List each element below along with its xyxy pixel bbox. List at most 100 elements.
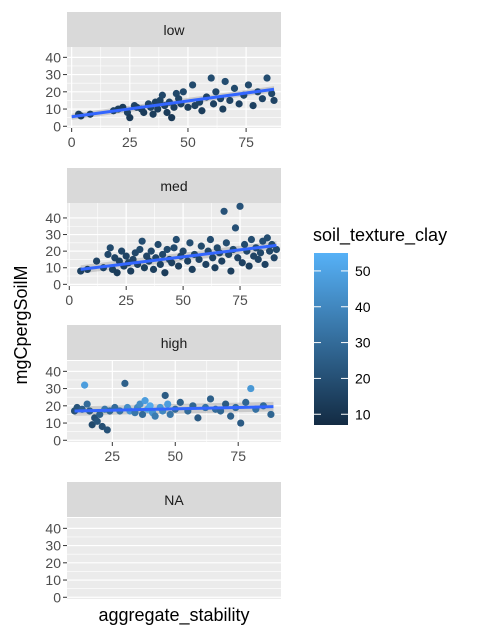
data-point — [184, 257, 192, 265]
data-point — [168, 114, 176, 122]
data-point — [244, 81, 253, 89]
data-point — [121, 379, 129, 388]
y-tick-label: 30 — [45, 227, 61, 243]
data-point — [270, 254, 278, 262]
x-tick-label: 25 — [105, 448, 121, 464]
data-point — [197, 242, 205, 250]
x-axis-label: aggregate_stability — [98, 605, 249, 626]
color-scale-bar — [314, 253, 348, 425]
data-point — [136, 245, 144, 254]
data-point — [163, 108, 171, 117]
y-tick-label: 10 — [45, 572, 61, 588]
data-point — [159, 250, 167, 259]
data-point — [256, 249, 265, 257]
data-point — [115, 257, 123, 265]
data-point — [154, 240, 162, 249]
y-tick-label: 20 — [45, 243, 61, 259]
data-point — [202, 260, 210, 269]
data-point — [266, 247, 274, 255]
data-point — [146, 402, 154, 410]
data-point — [227, 267, 235, 275]
data-point — [194, 414, 202, 422]
data-point — [136, 400, 144, 408]
data-point — [236, 202, 244, 210]
data-point — [261, 260, 269, 269]
data-point — [92, 257, 101, 265]
data-point — [258, 95, 266, 103]
data-point — [170, 103, 178, 111]
data-point — [245, 262, 253, 270]
data-point — [140, 108, 148, 117]
legend-tick-label: 50 — [355, 263, 371, 279]
data-point — [176, 398, 184, 406]
data-point — [81, 381, 89, 389]
data-point — [93, 417, 101, 425]
y-tick-label: 20 — [45, 555, 61, 571]
panel-background — [67, 518, 281, 599]
data-point — [209, 100, 218, 108]
data-point — [240, 240, 249, 249]
y-tick-label: 40 — [45, 210, 61, 226]
data-point — [249, 101, 257, 110]
data-point — [126, 114, 134, 122]
data-point — [263, 234, 271, 242]
data-point — [138, 410, 147, 419]
data-point — [227, 412, 235, 420]
data-point — [179, 247, 187, 255]
data-point — [122, 252, 130, 260]
facet-strip-label: high — [161, 335, 187, 351]
y-tick-label: 10 — [45, 415, 61, 431]
y-tick-label: 0 — [53, 276, 61, 292]
x-tick-label: 50 — [180, 134, 196, 150]
x-tick-label: 0 — [65, 292, 73, 308]
data-point — [230, 84, 239, 92]
data-point — [163, 245, 171, 254]
data-point — [154, 105, 162, 113]
data-point — [113, 269, 121, 277]
data-point — [206, 235, 215, 244]
data-point — [235, 100, 243, 108]
trend-line — [74, 405, 274, 413]
trend-line — [71, 87, 275, 119]
data-point — [189, 81, 197, 89]
data-point — [272, 245, 281, 254]
legend-title: soil_texture_clay — [313, 225, 447, 246]
data-point — [237, 419, 245, 427]
data-point — [209, 254, 217, 262]
legend-tick-label: 20 — [355, 370, 371, 386]
y-tick-label: 30 — [45, 538, 61, 554]
y-tick-label: 0 — [53, 432, 61, 448]
data-point — [170, 244, 178, 252]
trend-line — [80, 243, 277, 271]
data-point — [218, 257, 226, 265]
data-point — [211, 264, 219, 272]
panel-background — [67, 47, 281, 128]
data-point — [98, 422, 106, 431]
data-point — [231, 224, 240, 232]
data-point — [149, 110, 157, 118]
data-point — [104, 250, 112, 259]
facet-strip — [67, 12, 281, 47]
data-point — [88, 421, 96, 429]
data-point — [267, 410, 275, 419]
data-point — [140, 264, 149, 272]
facet-strip-label: med — [160, 178, 187, 194]
y-tick-label: 10 — [45, 101, 61, 117]
data-point — [206, 395, 215, 403]
data-point — [212, 88, 220, 96]
data-point — [151, 412, 159, 420]
y-tick-label: 10 — [45, 260, 61, 276]
data-point — [219, 105, 227, 113]
data-point — [118, 247, 126, 255]
data-point — [186, 239, 194, 247]
data-point — [226, 96, 234, 105]
data-point — [83, 400, 91, 408]
data-point — [127, 267, 135, 275]
legend-tick-label: 10 — [355, 406, 371, 422]
data-point — [222, 239, 230, 247]
data-point — [164, 400, 172, 408]
data-point — [198, 107, 206, 115]
